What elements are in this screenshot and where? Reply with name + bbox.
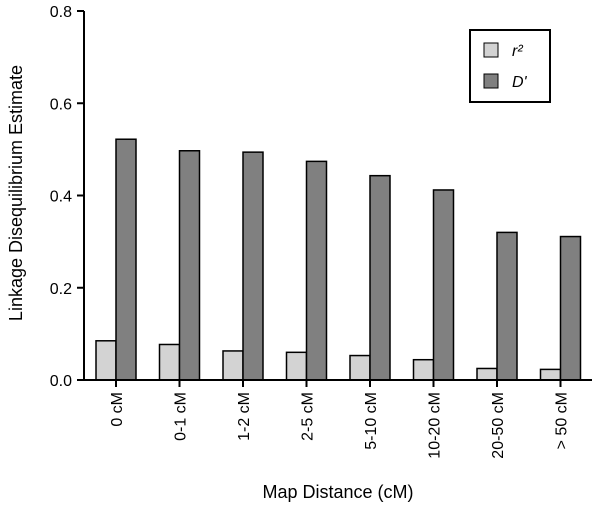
bar-r2 bbox=[158, 343, 181, 381]
y-tick-label: 0.6 bbox=[50, 96, 72, 113]
x-tick-label: > 50 cM bbox=[554, 392, 571, 449]
legend-swatch-r2 bbox=[483, 42, 499, 58]
bar-dprime bbox=[178, 150, 201, 381]
bar-dprime bbox=[496, 231, 518, 381]
bar-r2 bbox=[349, 354, 371, 381]
legend-label-dprime: D' bbox=[512, 74, 528, 91]
x-tick-label: 10-20 cM bbox=[427, 392, 444, 459]
x-axis-title: Map Distance (cM) bbox=[262, 482, 413, 502]
x-tick-label: 0 cM bbox=[109, 392, 126, 427]
y-tick-label: 0.0 bbox=[50, 373, 72, 390]
bar-r2 bbox=[412, 358, 435, 381]
bar-dprime bbox=[242, 151, 264, 381]
x-tick-label: 1-2 cM bbox=[236, 392, 253, 441]
bar-r2 bbox=[222, 350, 244, 381]
legend: r² D' bbox=[469, 29, 551, 103]
bar-r2 bbox=[285, 351, 308, 381]
y-axis-ticks: 0.0 0.2 0.4 0.6 0.8 bbox=[50, 4, 84, 390]
legend-box bbox=[469, 29, 551, 103]
legend-swatch-dprime bbox=[483, 73, 499, 89]
bars-group bbox=[95, 138, 582, 381]
bar-dprime bbox=[559, 235, 582, 381]
bar-dprime bbox=[305, 160, 328, 381]
x-axis-ticks: 0 cM 0-1 cM 1-2 cM 2-5 cM 5-10 cM 10-20 cM 20-… bbox=[109, 380, 571, 459]
bar-dprime bbox=[432, 189, 455, 381]
bar-r2 bbox=[539, 368, 562, 381]
bar-r2 bbox=[476, 367, 498, 381]
x-tick-label: 0-1 cM bbox=[173, 392, 190, 441]
y-tick-label: 0.8 bbox=[50, 4, 72, 21]
legend-label-r2: r² bbox=[512, 43, 523, 60]
x-tick-label: 5-10 cM bbox=[363, 392, 380, 450]
y-axis-title: Linkage Disequilibrium Estimate bbox=[6, 65, 26, 321]
bar-r2 bbox=[95, 340, 117, 381]
bar-dprime bbox=[369, 174, 391, 381]
y-tick-label: 0.4 bbox=[50, 189, 72, 206]
y-tick-label: 0.2 bbox=[50, 281, 72, 298]
x-tick-label: 2-5 cM bbox=[300, 392, 317, 441]
x-tick-label: 20-50 cM bbox=[490, 392, 507, 459]
bar-dprime bbox=[115, 138, 137, 381]
